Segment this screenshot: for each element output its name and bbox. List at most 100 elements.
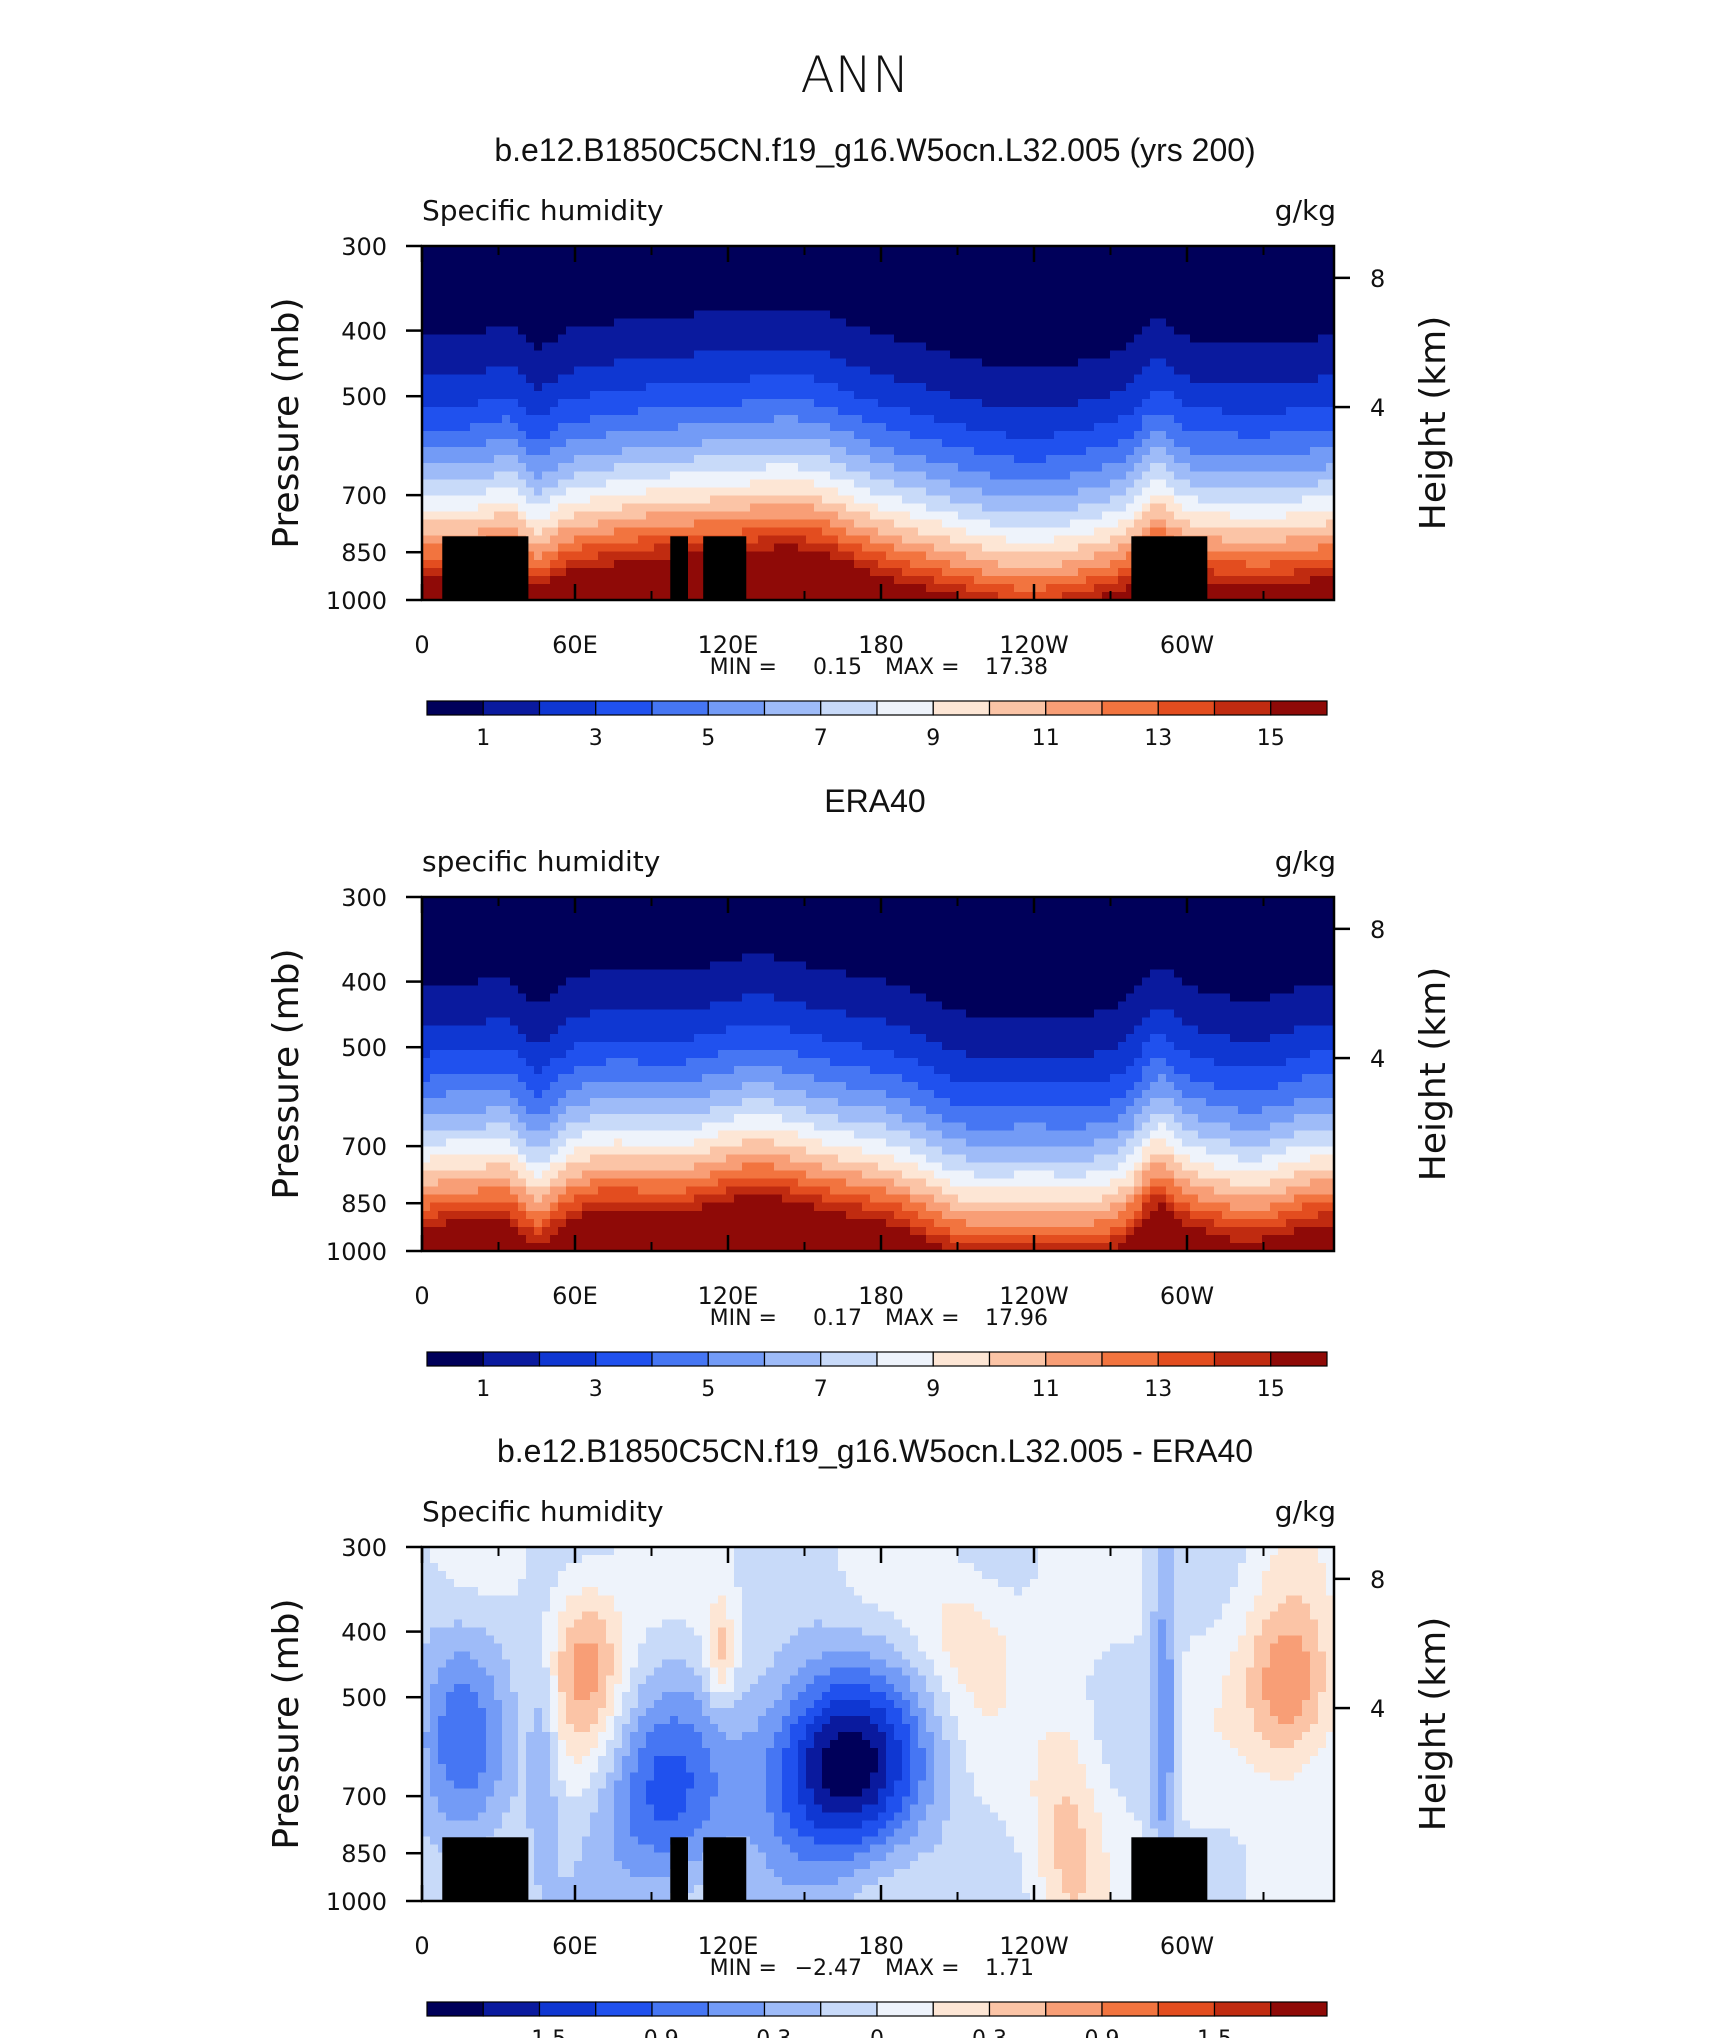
contour-cell [510, 511, 519, 521]
contour-cell [846, 455, 855, 464]
contour-cell [766, 535, 775, 545]
contour-cell [750, 246, 759, 255]
contour-cell [462, 318, 471, 328]
contour-cell [1062, 398, 1071, 408]
contour-cell [582, 398, 591, 408]
contour-cell [1214, 398, 1223, 408]
contour-cell [846, 439, 855, 448]
contour-cell [542, 342, 551, 352]
contour-cell [446, 390, 455, 400]
contour-cell [1078, 575, 1087, 585]
contour-cell [966, 551, 975, 561]
contour-cell [966, 326, 975, 336]
contour-cell [662, 567, 671, 577]
contour-cell [686, 463, 695, 472]
contour-cell [574, 294, 583, 303]
contour-cell [630, 487, 639, 497]
contour-cell [806, 350, 815, 360]
contour-cell [1222, 471, 1231, 480]
contour-cell [1222, 254, 1231, 263]
contour-cell [1158, 495, 1167, 505]
contour-cell [1214, 551, 1223, 561]
contour-cell [1286, 358, 1295, 368]
contour-cell [1230, 366, 1239, 376]
contour-cell [598, 551, 607, 561]
contour-cell [782, 398, 791, 408]
contour-cell [1318, 471, 1327, 480]
contour-cell [630, 294, 639, 303]
contour-cell [1134, 495, 1143, 505]
contour-cell [686, 487, 695, 497]
contour-cell [1038, 342, 1047, 352]
contour-cell [566, 519, 575, 529]
contour-cell [654, 431, 663, 440]
contour-cell [886, 310, 895, 320]
contour-cell [534, 318, 543, 328]
contour-cell [982, 527, 991, 537]
contour-cell [806, 495, 815, 505]
contour-cell [806, 567, 815, 577]
contour-cell [942, 278, 951, 287]
contour-cell [822, 559, 831, 569]
contour-cell [894, 262, 903, 271]
contour-cell [1238, 398, 1247, 408]
contour-cell [1110, 270, 1119, 279]
contour-cell [958, 535, 967, 545]
contour-cell [766, 447, 775, 456]
contour-cell [1006, 294, 1015, 303]
contour-cell [838, 406, 847, 416]
contour-cell [854, 326, 863, 336]
contour-cell [862, 366, 871, 376]
contour-cell [526, 342, 535, 352]
contour-cell [990, 358, 999, 368]
contour-cell [526, 447, 535, 456]
contour-cell [686, 447, 695, 456]
contour-cell [1278, 463, 1287, 472]
contour-cell [718, 262, 727, 271]
contour-cell [734, 447, 743, 456]
contour-cell [1134, 503, 1143, 513]
contour-cell [1062, 543, 1071, 553]
contour-cell [1182, 278, 1191, 287]
contour-cell [742, 390, 751, 400]
contour-cell [446, 278, 455, 287]
contour-cell [878, 551, 887, 561]
contour-cell [1166, 310, 1175, 320]
contour-cell [886, 583, 895, 593]
contour-cell [534, 431, 543, 440]
contour-cell [630, 495, 639, 505]
contour-cell [822, 519, 831, 529]
contour-cell [1302, 487, 1311, 497]
panel-title: b.e12.B1850C5CN.f19_g16.W5ocn.L32.005 (y… [494, 132, 1255, 168]
contour-cell [966, 423, 975, 432]
contour-cell [998, 495, 1007, 505]
contour-cell [1078, 559, 1087, 569]
contour-cell [1022, 543, 1031, 553]
contour-cell [1014, 254, 1023, 263]
contour-cell [974, 326, 983, 336]
contour-cell [518, 447, 527, 456]
contour-cell [830, 527, 839, 537]
contour-cell [990, 543, 999, 553]
contour-cell [606, 439, 615, 448]
contour-cell [1190, 455, 1199, 464]
contour-cell [1142, 463, 1151, 472]
contour-cell [582, 270, 591, 279]
contour-cell [1126, 527, 1135, 537]
contour-cell [758, 326, 767, 336]
contour-cell [1310, 350, 1319, 360]
contour-cell [1102, 487, 1111, 497]
contour-cell [478, 374, 487, 384]
contour-cell [974, 246, 983, 255]
contour-cell [630, 447, 639, 456]
contour-cell [1238, 447, 1247, 456]
contour-cell [574, 591, 583, 601]
contour-cell [422, 423, 431, 432]
contour-cell [462, 302, 471, 311]
contour-cell [590, 390, 599, 400]
contour-cell [1014, 294, 1023, 303]
contour-cell [686, 286, 695, 295]
contour-cell [862, 487, 871, 497]
contour-cell [630, 270, 639, 279]
contour-cell [502, 463, 511, 472]
